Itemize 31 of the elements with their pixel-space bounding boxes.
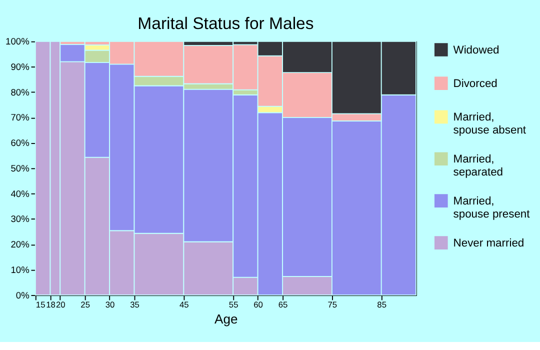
chart-title: Marital Status for Males: [138, 14, 314, 34]
y-tick-label: 0%: [16, 290, 30, 300]
x-tick-label: 55: [228, 300, 239, 310]
y-tick-label: 30%: [10, 214, 30, 224]
x-tick-label: 65: [278, 300, 288, 310]
y-tick-label: 10%: [10, 264, 30, 275]
legend-label: Married, spouse absent: [453, 112, 527, 137]
x-tick-label: 20: [56, 300, 66, 310]
y-tick-label: 100%: [6, 36, 30, 47]
x-tick-label: 18: [46, 300, 56, 310]
y-tick-label: 40%: [10, 188, 30, 199]
x-tick-label: 15: [36, 300, 46, 310]
legend-label: Married, spouse present: [453, 196, 531, 221]
legend-label: Divorced: [453, 78, 498, 90]
y-tick-label: 60%: [10, 138, 30, 148]
legend-label: Never married: [453, 238, 524, 250]
x-tick-label: 25: [80, 300, 90, 310]
y-tick-label: 70%: [10, 112, 30, 123]
x-tick-label: 30: [105, 300, 116, 310]
x-tick-label: 75: [328, 300, 338, 310]
x-tick-label: 35: [130, 300, 140, 310]
y-tick-label: 80%: [10, 87, 30, 98]
x-tick-label: 60: [254, 300, 264, 310]
y-tick-label: 50%: [10, 163, 30, 174]
y-tick-label: 90%: [10, 62, 30, 72]
x-axis-title: Age: [214, 311, 238, 326]
legend-label: Widowed: [453, 44, 500, 56]
legend-label: Married, separated: [453, 154, 504, 179]
y-tick-label: 20%: [10, 240, 30, 250]
x-tick-label: 45: [179, 300, 190, 310]
x-tick-label: 85: [377, 300, 387, 310]
